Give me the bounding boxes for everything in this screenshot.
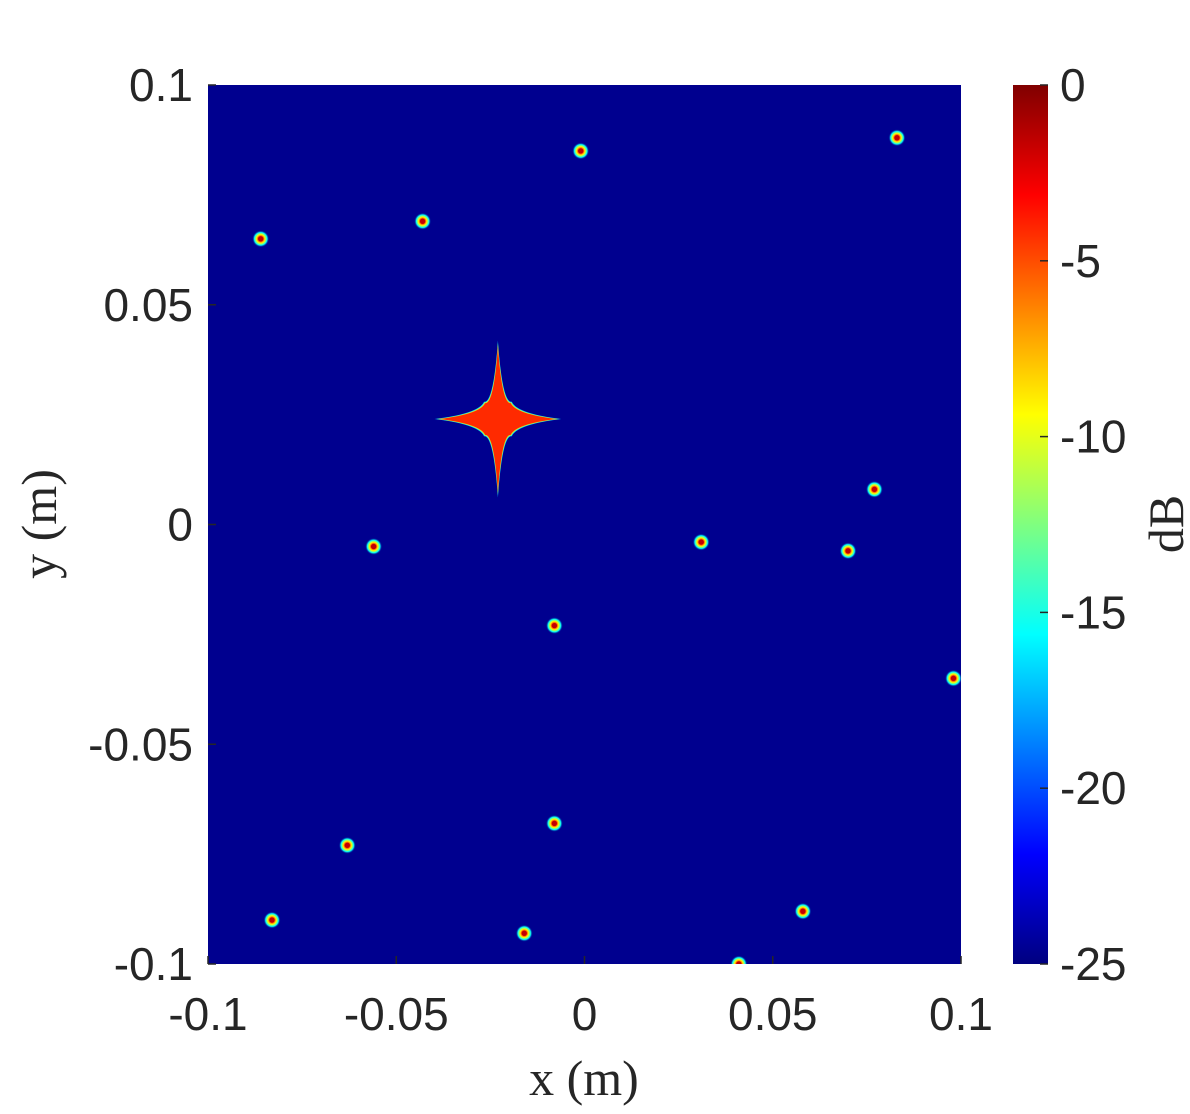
colorbar-tick-label: -10 <box>1060 411 1126 463</box>
point-target-core <box>551 820 557 826</box>
point-target <box>730 955 748 964</box>
colorbar-tick-label: -5 <box>1060 235 1101 287</box>
y-tick-label: -0.1 <box>114 938 193 990</box>
point-target-core <box>950 675 957 681</box>
point-target-core <box>420 218 426 224</box>
point-target-core <box>521 930 527 936</box>
point-target-core <box>371 543 377 550</box>
point-target-core <box>698 539 704 545</box>
point-target-core <box>344 842 350 848</box>
colorbar-tick-label: -25 <box>1060 938 1126 990</box>
y-tick-label: -0.05 <box>88 718 193 770</box>
y-axis-label: y (m) <box>11 469 67 579</box>
colorbar-ticks: 0 -5 -10 -15 -20 -25 <box>1040 59 1126 990</box>
point-target-core <box>845 548 851 554</box>
point-target-core <box>894 135 900 141</box>
point-target-core <box>578 148 584 154</box>
point-target-core <box>736 961 742 964</box>
point-target-core <box>551 622 557 629</box>
y-tick-label: 0.05 <box>103 279 193 331</box>
y-tick-label: 0.1 <box>129 59 193 111</box>
y-axis: 0.1 0.05 0 -0.05 -0.1 <box>88 59 216 990</box>
main-target-star <box>439 346 557 492</box>
colorbar <box>1013 85 1048 964</box>
heatmap-marks <box>252 129 961 964</box>
x-axis: -0.1 -0.05 0 0.05 0.1 <box>168 956 993 1040</box>
plot-area <box>208 85 961 964</box>
x-axis-label: x (m) <box>529 1050 639 1106</box>
colorbar-tick-label: 0 <box>1060 59 1086 111</box>
colorbar-tick-label: -20 <box>1060 762 1126 814</box>
x-tick-label: 0.1 <box>929 988 993 1040</box>
x-tick-label: -0.05 <box>344 988 449 1040</box>
point-target-core <box>258 236 264 242</box>
x-tick-label: -0.1 <box>168 988 247 1040</box>
x-tick-label: 0 <box>572 988 598 1040</box>
colorbar-label: dB <box>1138 495 1190 553</box>
colorbar-tick-label: -15 <box>1060 586 1126 638</box>
x-tick-label: 0.05 <box>728 988 818 1040</box>
point-target-core <box>871 486 878 492</box>
y-tick-label: 0 <box>167 499 193 551</box>
point-target-core <box>800 908 806 914</box>
point-target-core <box>269 917 275 923</box>
